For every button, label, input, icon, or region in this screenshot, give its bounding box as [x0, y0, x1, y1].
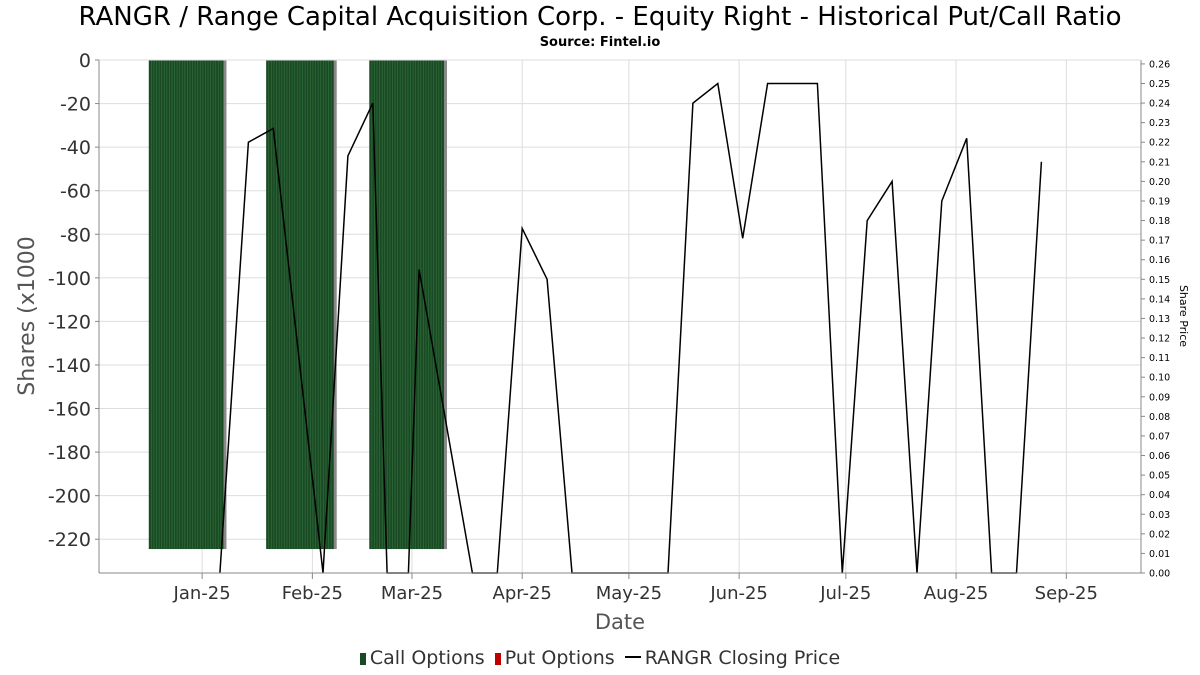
right-tick-label: 0.08 — [1149, 412, 1170, 423]
right-tick-label: 0.18 — [1149, 216, 1170, 227]
right-tick-label: 0.00 — [1149, 569, 1170, 580]
legend-label: RANGR Closing Price — [644, 647, 841, 669]
call-bar-block — [148, 60, 224, 550]
right-tick-label: 0.17 — [1149, 236, 1170, 247]
y2-axis-label: Share Price — [1177, 285, 1190, 347]
chart-subtitle: Source: Fintel.io — [539, 35, 661, 50]
right-tick-label: 0.12 — [1149, 334, 1170, 345]
right-tick-label: 0.11 — [1149, 353, 1170, 364]
right-tick-label: 0.05 — [1149, 471, 1170, 482]
left-tick-label: -20 — [60, 94, 91, 116]
right-tick-label: 0.22 — [1149, 138, 1170, 149]
left-tick-label: -120 — [48, 311, 91, 333]
right-tick-label: 0.23 — [1149, 118, 1170, 129]
right-tick-label: 0.10 — [1149, 373, 1170, 384]
y-axis-label: Shares (x1000 — [15, 236, 40, 396]
call-option-bars — [148, 60, 447, 550]
legend-label: Put Options — [504, 647, 615, 669]
x-tick-label: Sep-25 — [1035, 583, 1098, 604]
left-tick-label: -180 — [48, 442, 91, 464]
right-tick-label: 0.21 — [1149, 157, 1170, 168]
right-tick-label: 0.07 — [1149, 431, 1170, 442]
axes — [98, 59, 1142, 574]
left-axis-ticks: 0 -20 -40 -60 -80 -100 -120 -140 -160 -180 -200 -22… — [48, 50, 99, 551]
left-tick-label: -100 — [48, 268, 91, 290]
chart-title: RANGR / Range Capital Acquisition Corp. … — [78, 2, 1122, 32]
x-tick-label: Apr-25 — [493, 583, 552, 604]
right-tick-label: 0.15 — [1149, 275, 1170, 286]
right-tick-label: 0.06 — [1149, 451, 1170, 462]
right-tick-label: 0.19 — [1149, 196, 1170, 207]
legend-label: Call Options — [369, 647, 485, 669]
right-tick-label: 0.02 — [1149, 529, 1170, 540]
right-tick-label: 0.01 — [1149, 549, 1170, 560]
left-tick-label: -40 — [60, 137, 91, 159]
x-tick-label: Feb-25 — [282, 583, 343, 604]
right-tick-label: 0.25 — [1149, 79, 1170, 90]
chart-legend: Call Options Put Options RANGR Closing P… — [0, 647, 1200, 669]
right-tick-label: 0.14 — [1149, 294, 1170, 305]
right-tick-label: 0.20 — [1149, 177, 1170, 188]
put-options-swatch — [494, 653, 501, 665]
right-tick-label: 0.26 — [1149, 59, 1170, 70]
x-tick-label: Mar-25 — [381, 583, 443, 604]
right-tick-label: 0.13 — [1149, 314, 1170, 325]
left-tick-label: -160 — [48, 399, 91, 421]
right-tick-label: 0.04 — [1149, 490, 1170, 501]
x-axis-ticks: Jan-25 Feb-25 Mar-25 Apr-25 May-25 Jun-25 Jul-… — [173, 573, 1098, 604]
x-tick-label: Jun-25 — [709, 583, 768, 604]
right-tick-label: 0.24 — [1149, 99, 1170, 110]
x-axis-label: Date — [595, 610, 645, 634]
left-tick-label: 0 — [79, 50, 91, 72]
x-tick-label: Jan-25 — [173, 583, 231, 604]
right-axis-ticks: 0.26 0.25 0.24 0.23 0.22 0.21 0.20 0.19 0.18 0.17… — [1141, 59, 1170, 580]
legend-item-closing-price[interactable]: RANGR Closing Price — [624, 647, 841, 669]
call-options-swatch — [359, 653, 366, 665]
left-tick-label: -80 — [60, 224, 91, 246]
left-tick-label: -200 — [48, 486, 91, 508]
call-bar-block — [369, 60, 444, 550]
right-tick-label: 0.16 — [1149, 255, 1170, 266]
x-tick-label: Jul-25 — [819, 583, 871, 604]
left-tick-label: -220 — [48, 529, 91, 551]
right-tick-label: 0.09 — [1149, 392, 1170, 403]
legend-item-call-options[interactable]: Call Options — [359, 647, 485, 669]
left-tick-label: -60 — [60, 181, 91, 203]
right-tick-label: 0.03 — [1149, 510, 1170, 521]
legend-item-put-options[interactable]: Put Options — [494, 647, 615, 669]
closing-price-swatch — [624, 656, 641, 658]
left-tick-label: -140 — [48, 355, 91, 377]
x-tick-label: Aug-25 — [924, 583, 989, 604]
x-tick-label: May-25 — [596, 583, 662, 604]
